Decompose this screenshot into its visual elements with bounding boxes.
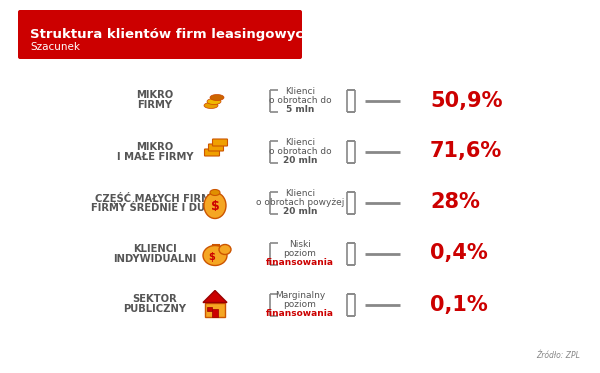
Text: CZĘŚĆ MAŁYCH FIRM,: CZĘŚĆ MAŁYCH FIRM, — [95, 191, 215, 204]
FancyBboxPatch shape — [205, 303, 225, 317]
Text: 28%: 28% — [430, 192, 480, 213]
Text: o obrotach do: o obrotach do — [269, 147, 331, 156]
Text: MIKRO: MIKRO — [136, 141, 173, 151]
Text: 71,6%: 71,6% — [430, 141, 502, 162]
Ellipse shape — [204, 192, 226, 219]
Text: 20 mln: 20 mln — [283, 207, 317, 216]
FancyBboxPatch shape — [209, 144, 223, 151]
FancyBboxPatch shape — [212, 308, 218, 317]
Text: FIRMY: FIRMY — [137, 100, 173, 110]
Text: I MAŁE FIRMY: I MAŁE FIRMY — [117, 151, 193, 162]
Text: finansowania: finansowania — [266, 309, 334, 318]
Text: MIKRO: MIKRO — [136, 91, 173, 100]
Text: 0,1%: 0,1% — [430, 295, 488, 314]
Ellipse shape — [219, 244, 231, 254]
Text: o obrotach do: o obrotach do — [269, 96, 331, 105]
Text: poziom: poziom — [284, 249, 316, 258]
Text: finansowania: finansowania — [266, 258, 334, 267]
Text: Klienci: Klienci — [285, 87, 315, 96]
Ellipse shape — [203, 245, 227, 266]
Text: Źródło: ZPL: Źródło: ZPL — [536, 351, 580, 360]
FancyBboxPatch shape — [18, 10, 302, 59]
Ellipse shape — [210, 94, 224, 100]
Text: 20 mln: 20 mln — [283, 156, 317, 165]
Text: Klienci: Klienci — [285, 189, 315, 198]
Text: Marginalny: Marginalny — [275, 291, 325, 300]
Ellipse shape — [210, 189, 220, 195]
Text: Klienci: Klienci — [285, 138, 315, 147]
Text: KLIENCI: KLIENCI — [133, 244, 177, 254]
Text: FIRMY ŚREDNIE I DUŻE: FIRMY ŚREDNIE I DUŻE — [91, 203, 219, 213]
Text: SEKTOR: SEKTOR — [133, 295, 178, 304]
FancyBboxPatch shape — [205, 149, 220, 156]
Text: $: $ — [209, 251, 215, 261]
FancyBboxPatch shape — [207, 307, 212, 310]
Text: PUBLICZNY: PUBLICZNY — [124, 304, 187, 314]
Text: Niski: Niski — [289, 240, 311, 249]
Ellipse shape — [207, 98, 221, 104]
Text: 0,4%: 0,4% — [430, 244, 488, 263]
Text: INDYWIDUALNI: INDYWIDUALNI — [113, 254, 197, 263]
Text: $: $ — [211, 200, 220, 213]
Polygon shape — [203, 291, 227, 303]
FancyBboxPatch shape — [212, 139, 227, 146]
Text: 50,9%: 50,9% — [430, 91, 503, 110]
Text: Szacunek: Szacunek — [30, 42, 80, 52]
Text: 5 mln: 5 mln — [286, 105, 314, 114]
Ellipse shape — [204, 103, 218, 109]
Text: o obrotach powyżej: o obrotach powyżej — [256, 198, 344, 207]
Text: poziom: poziom — [284, 300, 316, 309]
Text: Struktura klientów firm leasingowych: Struktura klientów firm leasingowych — [30, 28, 313, 41]
